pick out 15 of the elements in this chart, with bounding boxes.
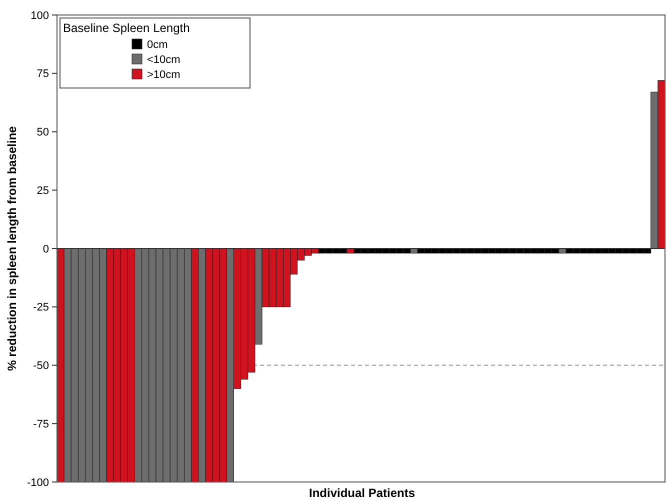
legend-label: 0cm — [147, 39, 168, 51]
legend-label: <10cm — [147, 54, 180, 66]
y-tick-label: 100 — [30, 10, 49, 22]
y-tick-label: -100 — [26, 476, 49, 489]
y-tick-label: 25 — [36, 184, 49, 197]
y-tick-label: 0 — [42, 243, 49, 256]
y-tick-label: -75 — [33, 418, 49, 430]
legend-label: >10cm — [147, 69, 180, 81]
y-axis-title: % reduction in spleen length from baseline — [5, 126, 19, 371]
y-tick-label: -50 — [33, 360, 49, 372]
y-tick-label: -25 — [33, 302, 49, 314]
y-tick-label: 75 — [36, 68, 49, 80]
legend-title: Baseline Spleen Length — [63, 21, 190, 35]
y-tick-label: 50 — [36, 126, 49, 139]
x-axis-title: Individual Patients — [308, 486, 416, 500]
